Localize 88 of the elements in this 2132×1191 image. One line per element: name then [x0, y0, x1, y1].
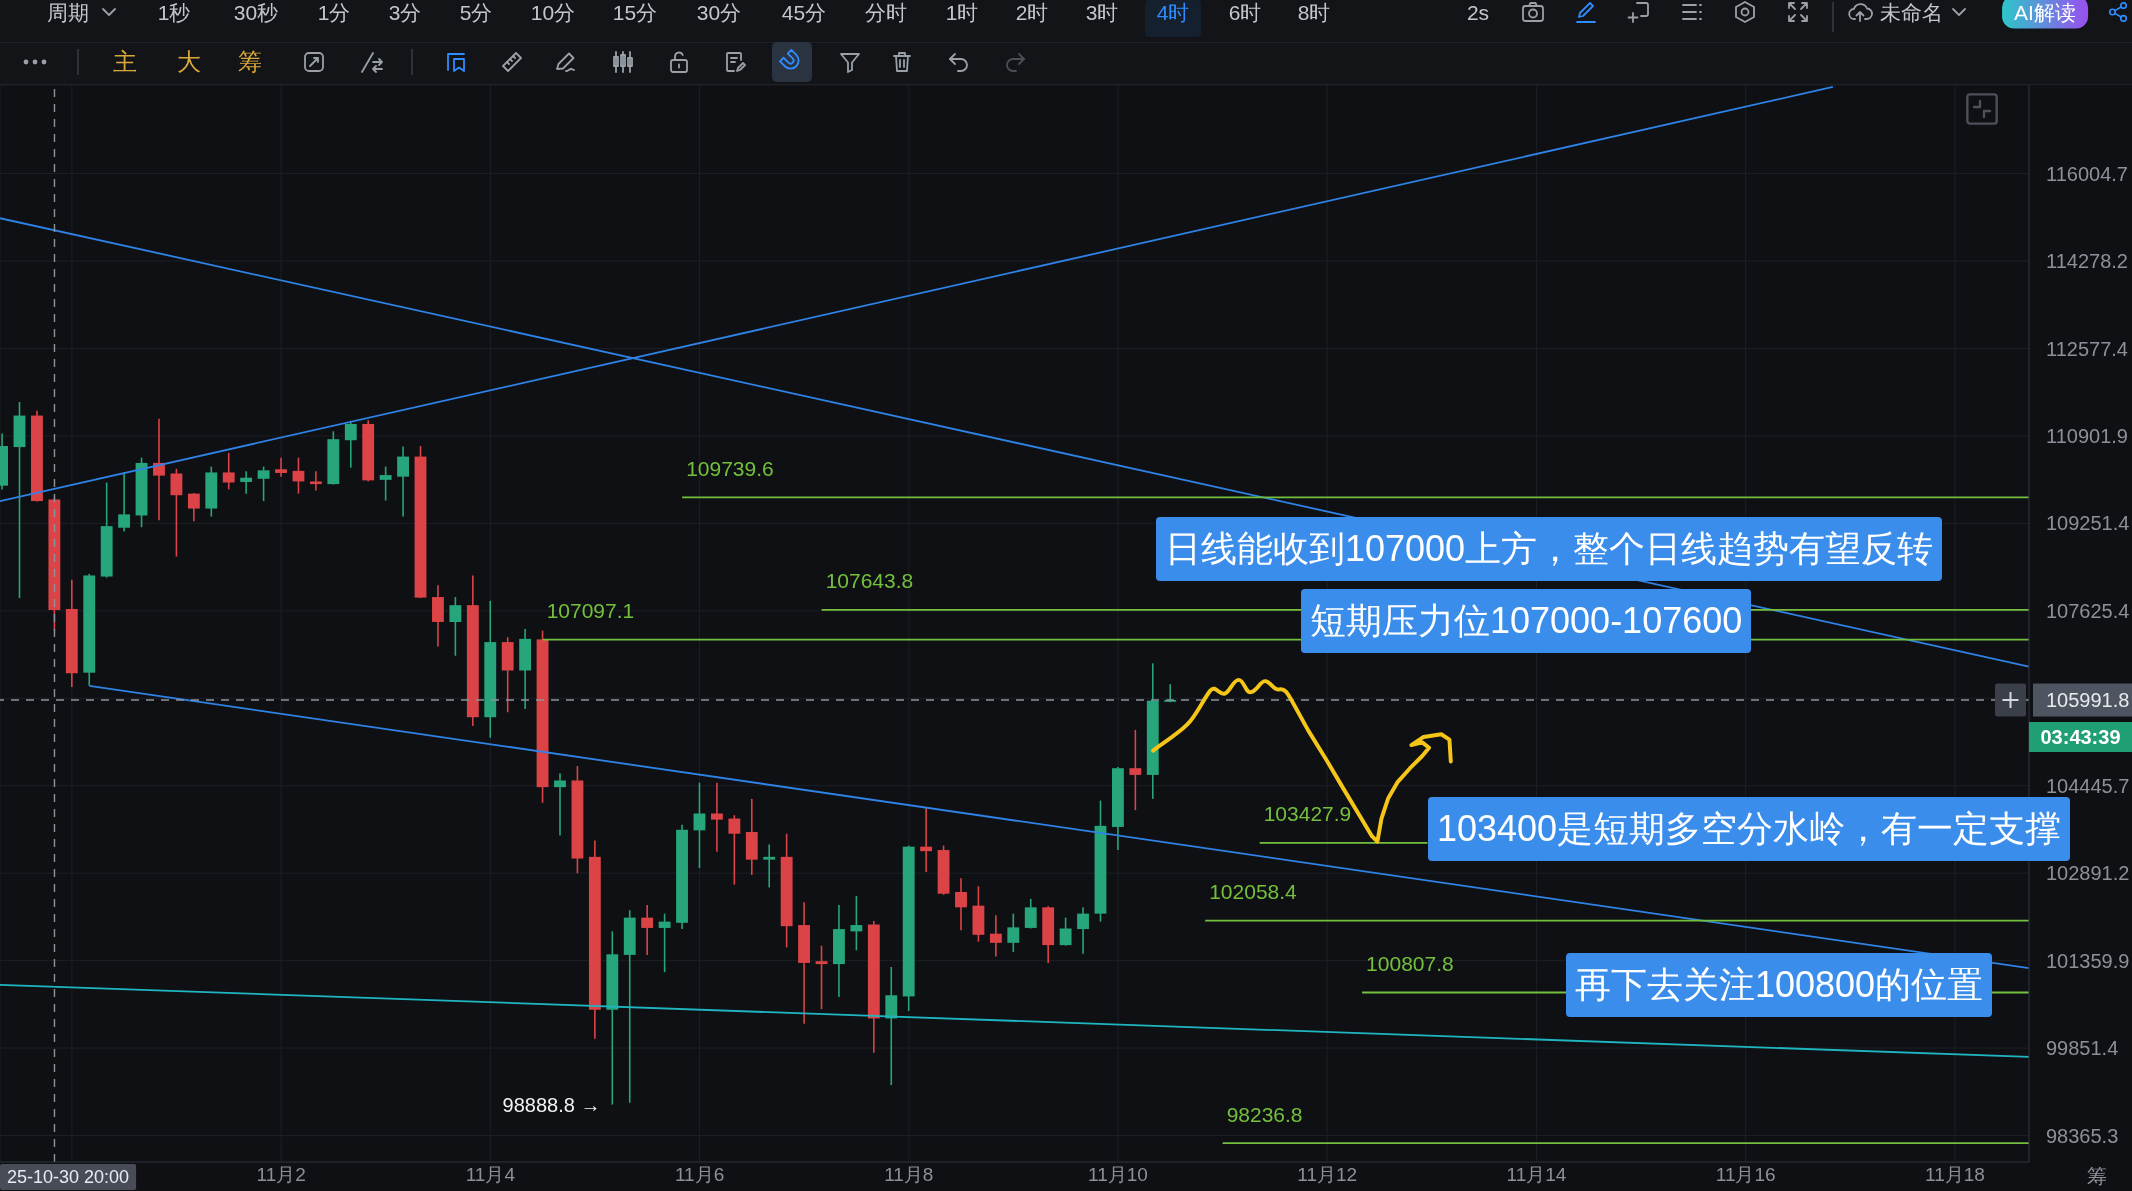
- y-tick-label: 116004.7: [2046, 162, 2128, 185]
- data-label: 98236.8: [1226, 1102, 1303, 1126]
- candlestick: [1077, 906, 1089, 955]
- candlestick: [763, 843, 776, 889]
- candlestick: [885, 966, 898, 1086]
- text: 2时: [1015, 0, 1049, 24]
- annotation: 短期压力位107000-107600: [1301, 589, 1752, 654]
- text: 30分: [696, 0, 742, 24]
- data-label: 109739.6: [686, 456, 774, 480]
- x-tick-label: 11月18: [1924, 1164, 1985, 1186]
- annotation: 日线能收到107000上方，整个日线趋势有望反转: [1156, 516, 1943, 581]
- x-tick-label: 11月14: [1506, 1164, 1567, 1186]
- ref-line-label: 25-10-30 20:00: [6, 1167, 130, 1187]
- candlestick: [554, 772, 566, 837]
- candlestick: [170, 467, 183, 558]
- text: 2s: [1466, 0, 1490, 24]
- candlestick: [710, 781, 723, 853]
- text: 6时: [1228, 0, 1262, 24]
- y-tick-label: 98365.3: [2046, 1124, 2119, 1147]
- text: 周期: [47, 0, 89, 24]
- candlestick: [641, 904, 654, 956]
- x-tick-label: 11月10: [1088, 1164, 1148, 1186]
- text: 主: [113, 47, 137, 75]
- candlestick: [815, 944, 828, 1010]
- candlestick: [728, 814, 741, 886]
- text: 未命名: [1879, 0, 1943, 24]
- x-tick-label: 11月6: [674, 1164, 725, 1186]
- candlestick: [240, 470, 253, 495]
- candlestick: [1024, 898, 1037, 930]
- text: 15分: [612, 0, 658, 24]
- candlestick: [344, 420, 357, 469]
- candlestick: [275, 456, 287, 478]
- gradient-button: AI解读: [2002, 0, 2088, 29]
- annotation: 103400是短期多空分水岭，有一定支撑: [1428, 797, 2071, 862]
- ref-line-label: 105991.8: [2046, 689, 2130, 712]
- candlestick: [989, 914, 1002, 958]
- y-tick-label: 104445.7: [2046, 774, 2130, 797]
- candlestick: [309, 470, 322, 492]
- candlestick: [955, 877, 967, 932]
- candlestick: [257, 465, 270, 502]
- data-label: 107097.1: [546, 599, 635, 623]
- annotation: 再下去关注100800的位置: [1566, 952, 1993, 1017]
- text: 筹: [238, 47, 262, 75]
- y-tick-label: 102891.2: [2046, 862, 2130, 885]
- text: 1分: [317, 0, 351, 24]
- y-tick-label: 110901.9: [2046, 425, 2128, 448]
- text: 4时: [1156, 0, 1190, 24]
- text: 5分: [459, 0, 493, 24]
- text: 8时: [1297, 0, 1331, 24]
- candlestick: [1007, 912, 1020, 953]
- data-label: 100807.8: [1366, 951, 1454, 975]
- y-tick-label: 109251.4: [2046, 512, 2130, 535]
- text: 分时: [865, 0, 907, 24]
- candlestick: [222, 452, 235, 491]
- x-tick-label: 11月4: [465, 1164, 516, 1186]
- candlestick: [658, 912, 671, 973]
- text: 30秒: [233, 0, 279, 24]
- text: 98888.8 →: [502, 1093, 601, 1116]
- text: 10分: [530, 0, 576, 24]
- candlestick: [1129, 729, 1142, 811]
- y-tick-label: 112577.4: [2046, 337, 2128, 360]
- x-tick-label: 11月2: [256, 1164, 306, 1186]
- candlestick: [850, 895, 863, 952]
- data-label: 107643.8: [825, 569, 914, 593]
- text: 大: [177, 47, 201, 75]
- data-label: 103427.9: [1263, 802, 1352, 826]
- y-tick-label: 107625.4: [2046, 599, 2130, 622]
- candlestick: [187, 492, 200, 523]
- text: 1秒: [157, 0, 191, 24]
- text: 3时: [1085, 0, 1119, 24]
- candlestick: [379, 465, 392, 502]
- y-tick-label: 114278.2: [2046, 250, 2128, 273]
- candlestick: [1059, 916, 1072, 947]
- x-tick-label: 11月8: [884, 1164, 934, 1186]
- candlestick: [397, 445, 409, 518]
- text: 03:43:39: [2029, 722, 2132, 752]
- y-tick-label: 101359.9: [2046, 949, 2130, 972]
- text: 3分: [388, 0, 422, 24]
- text: 筹: [2087, 1165, 2107, 1187]
- candlestick: [693, 781, 706, 869]
- x-tick-label: 11月12: [1297, 1164, 1358, 1186]
- x-tick-label: 11月16: [1715, 1164, 1776, 1186]
- data-label: 102058.4: [1209, 880, 1298, 904]
- y-tick-label: 99851.4: [2046, 1037, 2119, 1060]
- text: 1时: [945, 0, 979, 24]
- candlestick: [118, 471, 131, 533]
- text: 45分: [781, 0, 827, 24]
- candlestick: [449, 596, 462, 657]
